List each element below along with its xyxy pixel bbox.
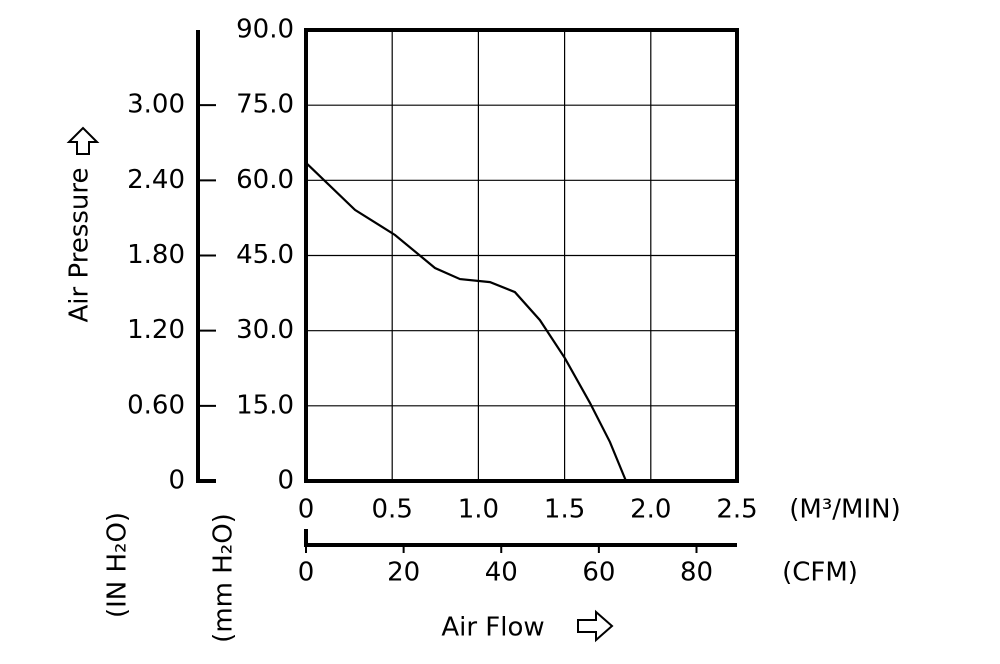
x2-tick-label: 20 bbox=[387, 558, 420, 588]
curve bbox=[305, 162, 628, 482]
y2-axis-line bbox=[196, 30, 216, 483]
x-quantity-label: Air Flow bbox=[441, 613, 544, 643]
y2-axis-unit: (IN H₂O) bbox=[103, 512, 133, 618]
y-tick-label: 15.0 bbox=[236, 390, 294, 420]
x2-axis-line bbox=[304, 529, 737, 547]
y2-tick-label: 1.80 bbox=[127, 240, 185, 270]
y-tick-label: 90.0 bbox=[236, 15, 294, 45]
y-quantity-label: Air Pressure bbox=[65, 168, 95, 323]
x2-axis-unit: (CFM) bbox=[782, 558, 858, 588]
y2-tick-label: 3.00 bbox=[127, 90, 185, 120]
y-tick-label: 30.0 bbox=[236, 315, 294, 345]
y2-tick-label: 0.60 bbox=[127, 390, 185, 420]
x-tick-label: 0.5 bbox=[372, 495, 413, 525]
arrow-icon bbox=[66, 126, 100, 155]
x-tick-label: 0 bbox=[298, 495, 315, 525]
y2-tick-label: 2.40 bbox=[127, 165, 185, 195]
y2-tick-label: 0 bbox=[168, 466, 185, 496]
plot-frame bbox=[304, 28, 739, 483]
x-tick-label: 2.0 bbox=[630, 495, 671, 525]
y-tick-label: 75.0 bbox=[236, 90, 294, 120]
y2-tick-label: 1.20 bbox=[127, 315, 185, 345]
x-tick-label: 2.5 bbox=[716, 495, 757, 525]
y-tick-label: 45.0 bbox=[236, 240, 294, 270]
x-tick-label: 1.5 bbox=[544, 495, 585, 525]
y-tick-label: 60.0 bbox=[236, 165, 294, 195]
y-tick-label: 0 bbox=[277, 466, 294, 496]
x-axis-unit: (M³/MIN) bbox=[789, 495, 900, 525]
x2-tick-label: 80 bbox=[680, 558, 713, 588]
x2-tick-label: 40 bbox=[485, 558, 518, 588]
x2-tick-label: 60 bbox=[582, 558, 615, 588]
y-axis-unit: (mm H₂O) bbox=[209, 513, 239, 643]
arrow-icon bbox=[577, 609, 614, 643]
x-tick-label: 1.0 bbox=[458, 495, 499, 525]
x2-tick-label: 0 bbox=[298, 558, 315, 588]
